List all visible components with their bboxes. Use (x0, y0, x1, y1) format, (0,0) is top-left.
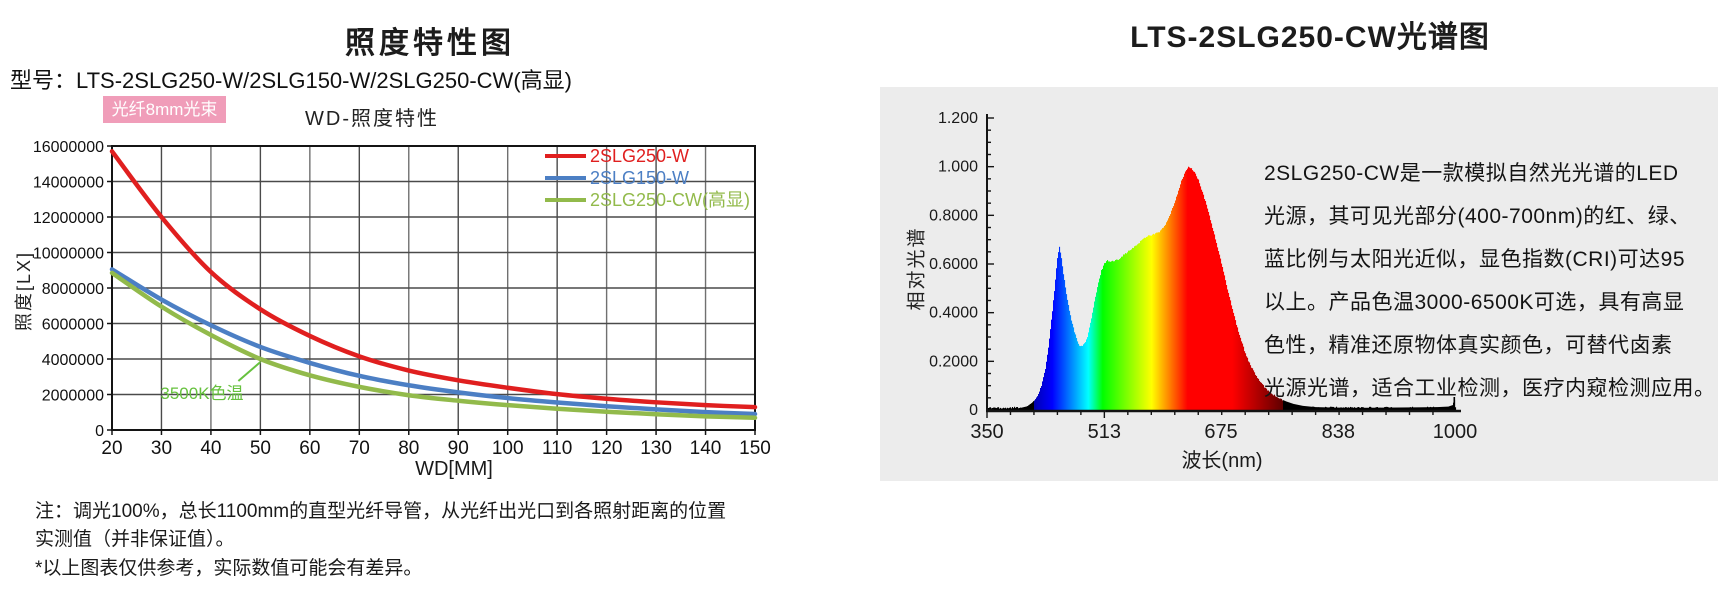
svg-text:14000000: 14000000 (33, 175, 104, 192)
model-number-line: 型号：LTS-2SLG250-W/2SLG150-W/2SLG250-CW(高显… (10, 68, 572, 93)
description-line-5: 色性，精准还原物体真实颜色，可替代卤素 (1264, 334, 1673, 357)
svg-text:100: 100 (492, 438, 524, 459)
note-line-2: 实测值（并非保证值）。 (35, 529, 235, 550)
left-section-title: 照度特性图 (345, 27, 515, 60)
svg-text:80: 80 (398, 438, 419, 459)
illuminance-line-chart: 20 30 40 50 60 70 80 90 100 110 120 130 140 150 0 20000… (33, 139, 771, 459)
svg-text:130: 130 (640, 438, 672, 459)
spectrum-chart (880, 87, 1520, 481)
svg-text:20: 20 (101, 438, 122, 459)
svg-text:0: 0 (95, 423, 104, 440)
svg-text:6000000: 6000000 (42, 317, 104, 334)
svg-text:2000000: 2000000 (42, 388, 104, 405)
line-chart-y-axis-title: 照度[LX] (14, 250, 34, 332)
svg-text:110: 110 (542, 438, 572, 459)
svg-text:150: 150 (739, 438, 771, 459)
description-line-1: 2SLG250-CW是一款模拟自然光光谱的LED (1264, 162, 1679, 185)
svg-text:3500K色温: 3500K色温 (160, 384, 243, 403)
svg-text:120: 120 (591, 438, 623, 459)
svg-text:12000000: 12000000 (33, 210, 104, 227)
svg-text:2SLG250-W: 2SLG250-W (590, 146, 689, 166)
note-line-1: 注：调光100%，总长1100mm的直型光纤导管，从光纤出光口到各照射距离的位置 (35, 501, 727, 522)
note-line-3: *以上图表仅供参考，实际数值可能会有差异。 (35, 558, 423, 579)
spectrum-x-axis-title: 波长(nm) (1181, 450, 1263, 472)
svg-text:40: 40 (200, 438, 221, 459)
svg-text:2SLG250-CW(高显): 2SLG250-CW(高显) (590, 190, 750, 210)
description-line-6: 光源光谱，适合工业检测，医疗内窥检测应用。 (1264, 377, 1716, 400)
svg-text:70: 70 (349, 438, 370, 459)
svg-text:30: 30 (151, 438, 172, 459)
description-line-2: 光源，其可见光部分(400-700nm)的红、绿、 (1264, 205, 1691, 228)
svg-text:10000000: 10000000 (33, 246, 104, 263)
svg-text:50: 50 (250, 438, 271, 459)
right-section-title: LTS-2SLG250-CW光谱图 (1130, 21, 1490, 54)
svg-text:90: 90 (448, 438, 469, 459)
line-chart-title: WD-照度特性 (305, 108, 439, 130)
svg-text:140: 140 (690, 438, 722, 459)
svg-text:4000000: 4000000 (42, 352, 104, 369)
svg-text:2SLG150-W: 2SLG150-W (590, 168, 689, 188)
fiber-beam-badge: 光纤8mm光束 (103, 96, 226, 123)
spectrum-y-axis-title: 相对光谱 (906, 226, 928, 311)
description-line-4: 以上。产品色温3000-6500K可选，具有高显 (1264, 291, 1685, 314)
line-chart-x-axis-title: WD[MM] (415, 458, 493, 480)
svg-text:16000000: 16000000 (33, 139, 104, 156)
svg-text:60: 60 (299, 438, 320, 459)
description-line-3: 蓝比例与太阳光近似，显色指数(CRI)可达95 (1264, 248, 1686, 271)
svg-text:8000000: 8000000 (42, 281, 104, 298)
